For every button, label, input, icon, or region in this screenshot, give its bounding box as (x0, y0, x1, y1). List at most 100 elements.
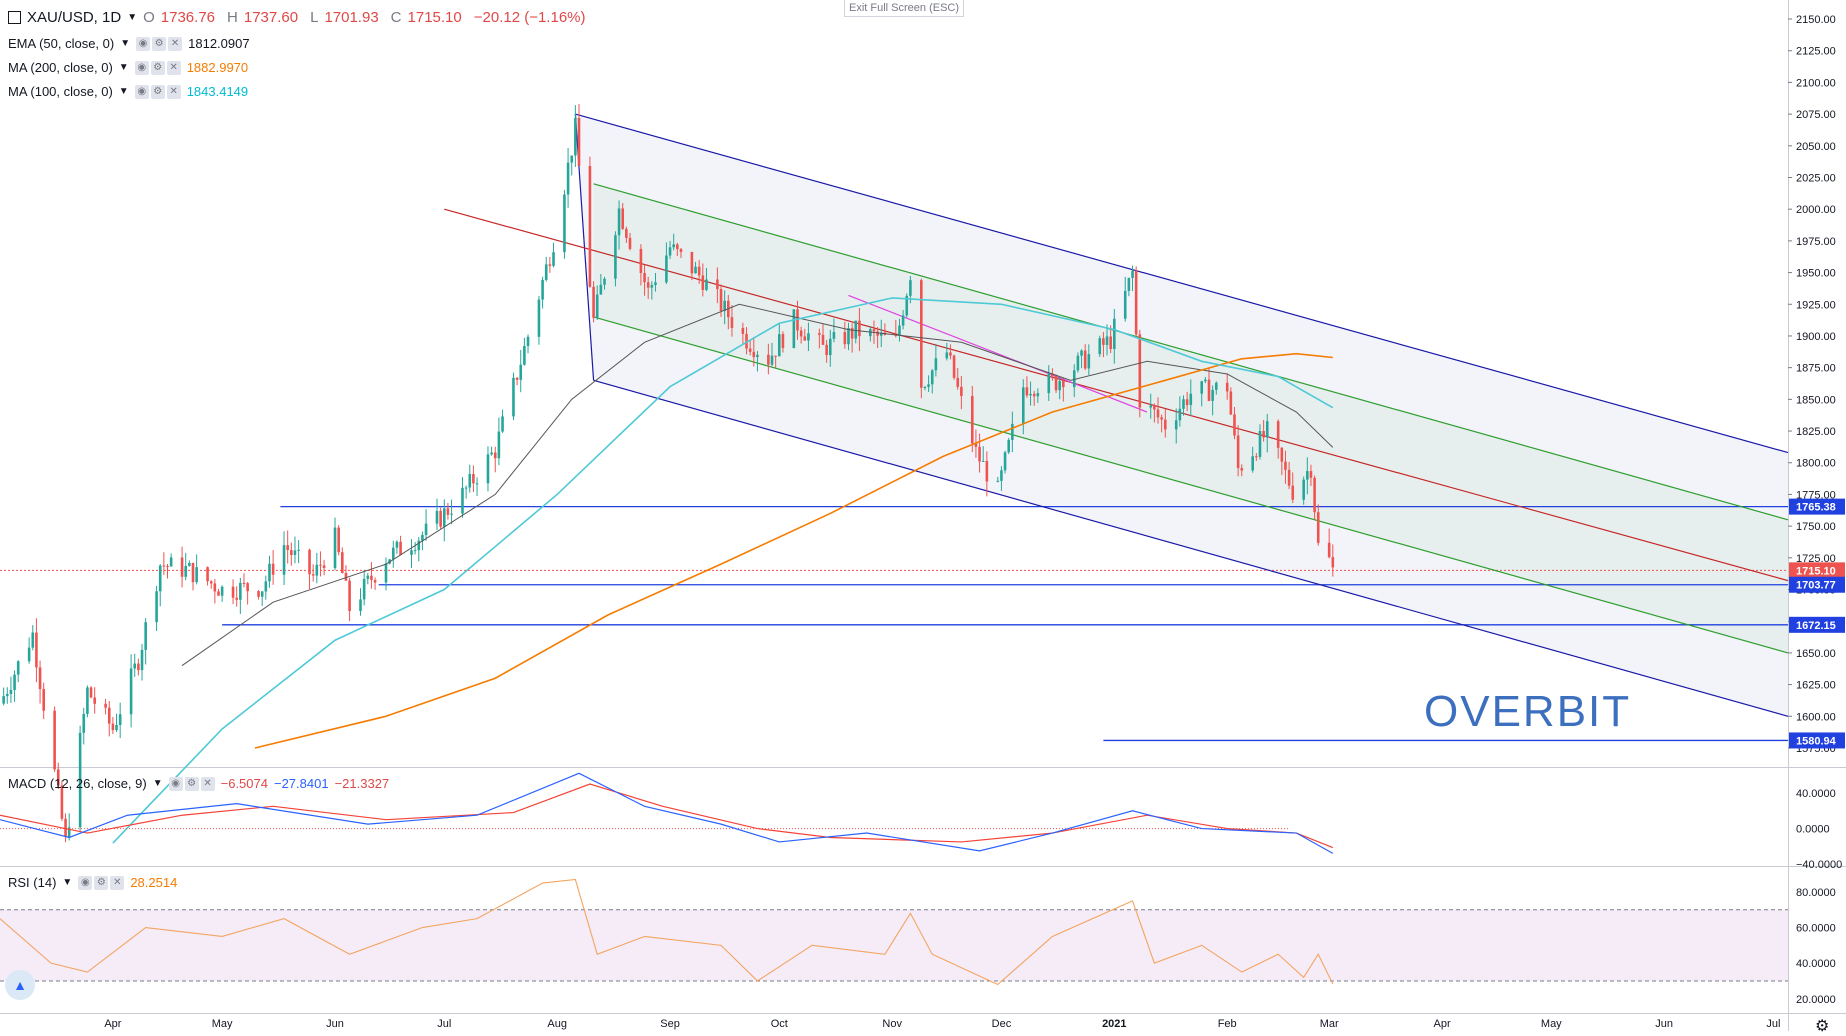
candle (803, 328, 807, 341)
close-icon[interactable]: ✕ (166, 60, 181, 75)
rsi-line (0, 878, 1334, 986)
indicator-legend-ma100[interactable]: MA (100, close, 0) ▼ ◉ ⚙ ✕ 1843.4149 (8, 84, 248, 99)
candle-body (960, 386, 963, 396)
gear-icon[interactable]: ⚙ (152, 36, 167, 51)
chevron-down-icon[interactable]: ▼ (120, 38, 131, 49)
candle (220, 585, 224, 602)
candle (1327, 528, 1331, 559)
candle-body (1113, 318, 1116, 349)
candle-body (927, 384, 930, 387)
candle-body (442, 508, 446, 527)
macd-signal-line (0, 783, 1334, 849)
indicator-legend-ema50[interactable]: EMA (50, close, 0) ▼ ◉ ⚙ ✕ 1812.0907 (8, 36, 250, 51)
candle-body (370, 575, 373, 580)
candle-body (297, 549, 300, 551)
close-icon[interactable]: ✕ (200, 776, 215, 791)
chevron-down-icon[interactable]: ▼ (152, 778, 163, 789)
eye-icon[interactable]: ◉ (136, 36, 151, 51)
chevron-down-icon[interactable]: ▼ (62, 877, 73, 888)
candle-body (64, 818, 67, 837)
candle (435, 498, 439, 530)
candle-body (1021, 387, 1025, 424)
candle-body (1178, 408, 1182, 421)
candle-body (239, 582, 242, 600)
rsi-axis-label: 40.0000 (1796, 958, 1836, 970)
candle (574, 105, 577, 167)
price-axis-label: 2150.00 (1796, 14, 1836, 26)
candle-body (978, 446, 981, 462)
candle-body (643, 272, 646, 283)
candle-body (1214, 382, 1218, 390)
candle-body (1185, 399, 1189, 406)
chart-panel-icon[interactable] (8, 11, 21, 24)
close-icon[interactable]: ✕ (110, 875, 125, 890)
price-axis-label: 1725.00 (1796, 553, 1836, 565)
macd-axis-label: 40.0000 (1796, 788, 1836, 800)
candle-body (1225, 382, 1229, 392)
candle (690, 251, 694, 281)
candle (1105, 324, 1109, 356)
candle (628, 232, 632, 251)
eye-icon[interactable]: ◉ (134, 84, 149, 99)
indicator-legend-ma200[interactable]: MA (200, close, 0) ▼ ◉ ⚙ ✕ 1882.9970 (8, 60, 248, 75)
candle-body (756, 354, 759, 358)
candle (31, 625, 35, 651)
candle (592, 281, 595, 323)
chevron-down-icon[interactable]: ▼ (118, 86, 129, 97)
candle (1032, 390, 1036, 406)
close-icon[interactable]: ✕ (166, 84, 181, 99)
candle-body (140, 649, 144, 671)
candle (195, 554, 198, 585)
tradingview-logo-icon[interactable]: ▲ (5, 970, 35, 1000)
candle-body (523, 346, 526, 365)
gear-icon[interactable]: ⚙ (150, 60, 165, 75)
eye-icon[interactable]: ◉ (78, 875, 93, 890)
candle-body (676, 244, 679, 250)
candle-body (1291, 485, 1295, 500)
gear-icon[interactable]: ⚙ (184, 776, 199, 791)
candle-body (137, 663, 140, 671)
macd-legend[interactable]: MACD (12, 26, close, 9) ▼ ◉ ⚙ ✕ −6.5074 −2… (8, 776, 389, 791)
gear-icon[interactable]: ⚙ (1815, 1018, 1830, 1035)
exit-fullscreen-button[interactable]: Exit Full Screen (ESC) (844, 0, 964, 17)
symbol-title[interactable]: XAU/USD, 1D (27, 9, 122, 26)
high-label: H (227, 9, 238, 26)
candle (490, 446, 493, 456)
candle-body (268, 563, 271, 582)
candle-body (930, 370, 934, 385)
candle (614, 231, 617, 287)
indicator-name: MACD (12, 26, close, 9) (8, 776, 147, 791)
eye-icon[interactable]: ◉ (134, 60, 149, 75)
candle-body (366, 575, 370, 579)
rsi-legend[interactable]: RSI (14) ▼ ◉ ⚙ ✕ 28.2514 (8, 875, 177, 890)
candle-body (970, 395, 974, 444)
gear-icon[interactable]: ⚙ (94, 875, 109, 890)
close-icon[interactable]: ✕ (168, 36, 183, 51)
candle (920, 278, 923, 399)
candle (1280, 446, 1284, 476)
macd-axis-label: −40.0000 (1796, 859, 1842, 871)
candle-body (843, 332, 847, 345)
price-label-box (1789, 576, 1845, 593)
gear-icon[interactable]: ⚙ (150, 84, 165, 99)
price-axis-label: 2025.00 (1796, 172, 1836, 184)
candle (1255, 453, 1258, 462)
candle-body (1134, 270, 1138, 335)
candle (169, 553, 173, 567)
candle-body (1058, 381, 1061, 391)
candle-body (217, 591, 220, 596)
chevron-down-icon[interactable]: ▼ (118, 62, 129, 73)
candle (115, 713, 118, 733)
time-axis-label: Feb (1218, 1018, 1237, 1030)
candle (1185, 391, 1189, 412)
candle-body (111, 723, 115, 731)
price-axis-label: 2000.00 (1796, 204, 1836, 216)
candle (464, 485, 468, 499)
candle (985, 451, 989, 497)
candle-body (129, 668, 133, 715)
chevron-down-icon[interactable]: ▼ (127, 12, 138, 23)
inner-lower-line (593, 316, 1789, 654)
eye-icon[interactable]: ◉ (168, 776, 183, 791)
candle (646, 276, 650, 299)
